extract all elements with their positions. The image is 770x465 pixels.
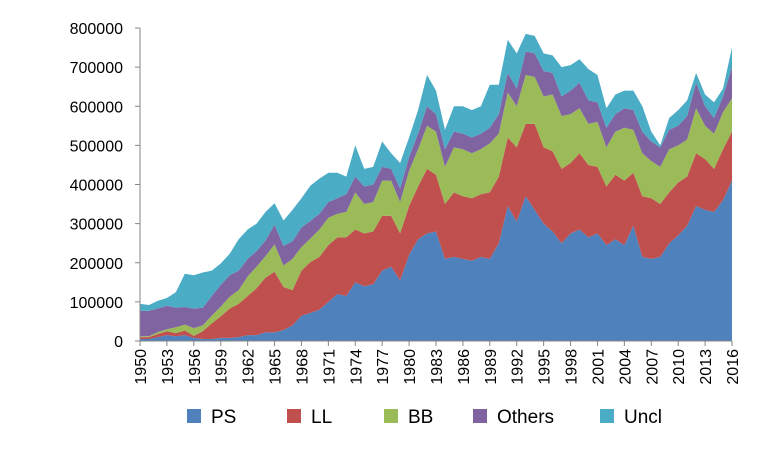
x-tick-label-1959: 1959 <box>214 349 231 385</box>
x-tick-label-1992: 1992 <box>510 349 527 385</box>
legend-label-uncl: Uncl <box>624 407 662 428</box>
x-tick-label-1962: 1962 <box>241 349 258 385</box>
x-tick-label-2007: 2007 <box>644 349 661 385</box>
y-axis-tick-labels: 0 100000 200000 300000 400000 500000 600000 700… <box>70 21 140 351</box>
legend-item-others: Others <box>473 407 554 428</box>
legend: PS LL BB Others Uncl <box>187 407 662 428</box>
y-tick-label-200000: 200000 <box>70 256 123 273</box>
y-tick-label-500000: 500000 <box>70 138 123 155</box>
x-tick-label-1953: 1953 <box>160 349 177 385</box>
x-tick-label-2016: 2016 <box>725 349 742 385</box>
x-tick-label-1977: 1977 <box>375 349 392 385</box>
y-tick-label-400000: 400000 <box>70 178 123 195</box>
legend-label-others: Others <box>497 407 554 428</box>
legend-swatch-ps <box>187 409 201 423</box>
area-bb <box>140 74 732 338</box>
legend-item-bb: BB <box>384 407 433 428</box>
legend-swatch-others <box>473 409 487 423</box>
area-ll <box>140 123 732 340</box>
legend-swatch-ll <box>287 409 301 423</box>
legend-label-ll: LL <box>311 407 332 428</box>
legend-item-ll: LL <box>287 407 332 428</box>
legend-swatch-uncl <box>600 409 614 423</box>
legend-swatch-bb <box>384 409 398 423</box>
x-tick-label-1989: 1989 <box>483 349 500 385</box>
x-tick-label-2010: 2010 <box>671 349 688 385</box>
x-tick-label-2001: 2001 <box>590 349 607 385</box>
legend-item-ps: PS <box>187 407 236 428</box>
x-tick-label-1995: 1995 <box>537 349 554 385</box>
x-tick-label-1950: 1950 <box>133 349 150 385</box>
x-tick-label-1974: 1974 <box>348 349 365 385</box>
x-tick-label-1965: 1965 <box>268 349 285 385</box>
area-uncl <box>140 33 732 311</box>
legend-label-ps: PS <box>211 407 236 428</box>
x-tick-label-1956: 1956 <box>187 349 204 385</box>
y-tick-label-600000: 600000 <box>70 99 123 116</box>
x-axis-tick-labels: 1950 1953 1956 1959 1962 1965 1968 1971 1974 1977… <box>133 341 742 385</box>
x-tick-label-1980: 1980 <box>402 349 419 385</box>
area-ps <box>140 180 732 341</box>
legend-item-uncl: Uncl <box>600 407 662 428</box>
y-tick-label-0: 0 <box>114 334 123 351</box>
x-tick-label-1998: 1998 <box>564 349 581 385</box>
y-tick-label-300000: 300000 <box>70 217 123 234</box>
x-tick-label-1971: 1971 <box>321 349 338 385</box>
legend-label-bb: BB <box>408 407 433 428</box>
y-tick-label-100000: 100000 <box>70 295 123 312</box>
x-tick-label-1983: 1983 <box>429 349 446 385</box>
area-series-group <box>140 33 732 341</box>
y-tick-label-800000: 800000 <box>70 21 123 38</box>
x-tick-label-2004: 2004 <box>617 349 634 385</box>
x-tick-label-2013: 2013 <box>698 349 715 385</box>
x-tick-label-1986: 1986 <box>456 349 473 385</box>
x-tick-label-1968: 1968 <box>294 349 311 385</box>
y-tick-label-700000: 700000 <box>70 60 123 77</box>
